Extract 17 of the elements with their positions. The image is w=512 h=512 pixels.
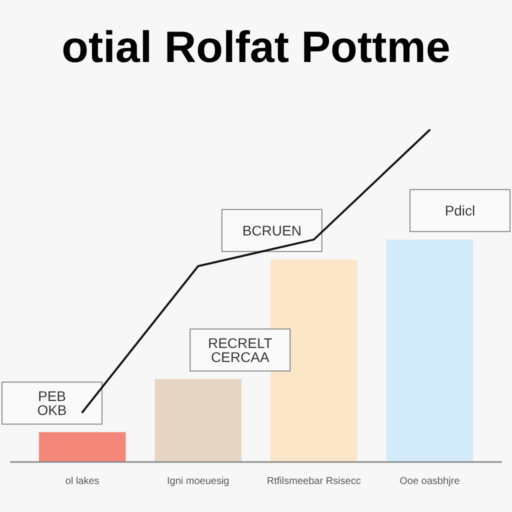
x-tick-label: Igni moeuesig [166,476,230,487]
annotation: PEB OKB [37,388,67,418]
chart-title: otial Rolfat Pottme [62,23,450,72]
bar [386,240,474,462]
text-box: PEB OKB [2,382,102,425]
text-box: BCRUEN [221,208,322,252]
x-tick-label: Ooe oasbhjre [400,476,460,487]
annotation: RECRELT CERCAA [208,335,273,365]
bar [270,259,358,462]
annotation: Pdicl [444,202,476,219]
annotation: BCRUEN [242,222,302,238]
text-box: Pdicl [410,189,510,232]
x-tick-label: Rtfilsmeebar Rsisecc [266,476,361,487]
x-tick-label: ol lakes [65,476,100,487]
bar [38,432,126,462]
text-box: RECRELT CERCAA [190,328,291,372]
bar [154,379,242,462]
